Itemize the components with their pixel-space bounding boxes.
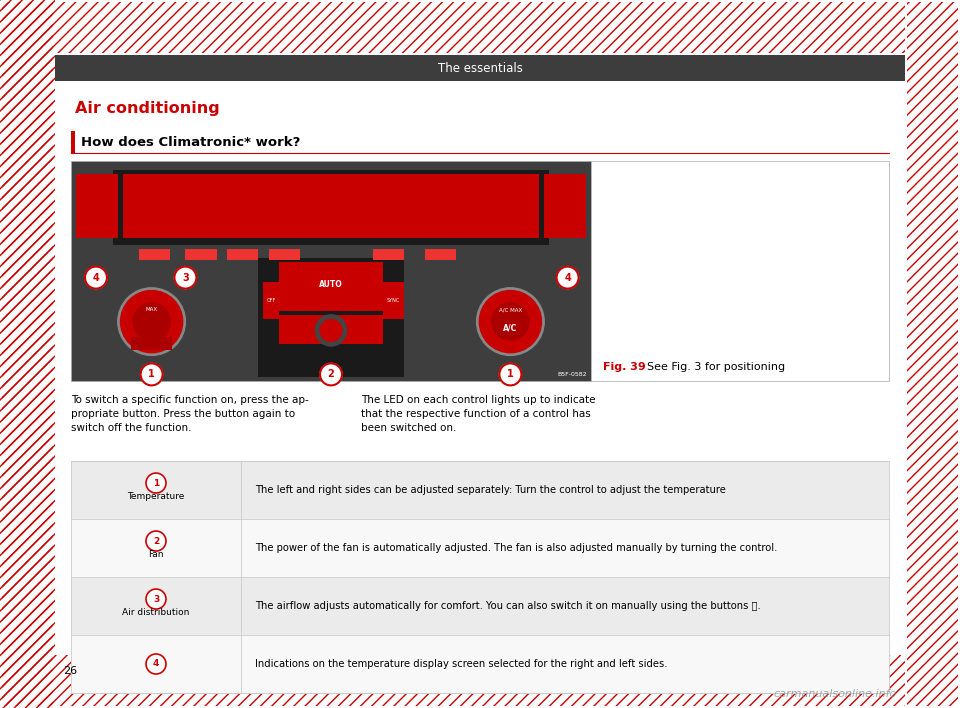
Bar [112,170,549,244]
Bar [71,519,889,577]
Text: 26: 26 [63,666,77,676]
Bar [372,249,404,260]
Text: Temperature: Temperature [128,493,184,501]
Bar [71,161,591,381]
Text: Air distribution: Air distribution [122,608,190,617]
Text: Indications on the temperature display screen selected for the right and left si: Indications on the temperature display s… [255,659,667,669]
Text: How does Climatronic* work?: How does Climatronic* work? [81,137,300,149]
Text: 4: 4 [153,659,159,668]
Bar [71,131,75,153]
Text: To switch a specific function on, press the ap-
propriate button. Press the butt: To switch a specific function on, press … [71,395,309,433]
Circle shape [320,319,342,341]
Bar [55,55,905,81]
Circle shape [121,290,182,353]
Circle shape [140,363,162,385]
Text: 1: 1 [148,370,155,379]
Text: 4: 4 [564,273,571,282]
Text: carmanualsonline.info: carmanualsonline.info [774,689,897,699]
Circle shape [175,267,197,289]
Circle shape [85,267,107,289]
Text: B5F-0582: B5F-0582 [558,372,587,377]
Bar [55,55,905,653]
Circle shape [320,363,342,385]
Circle shape [499,363,521,385]
Text: SETUP: SETUP [322,327,341,332]
Text: 2: 2 [153,537,159,546]
Bar [71,461,889,519]
Circle shape [133,303,170,340]
Bar [138,249,170,260]
Bar [185,249,217,260]
Text: SYNC: SYNC [387,298,400,303]
Text: Fig. 39: Fig. 39 [603,362,646,372]
Circle shape [146,589,166,609]
Text: 3: 3 [153,595,159,603]
Bar [544,174,586,238]
Bar [905,0,960,708]
Circle shape [146,531,166,551]
Text: 2: 2 [327,370,334,379]
Bar [424,249,456,260]
Bar [71,461,889,693]
Bar [132,337,172,350]
Circle shape [146,473,166,493]
Text: The airflow adjusts automatically for comfort. You can also switch it on manuall: The airflow adjusts automatically for co… [255,601,760,611]
Bar [55,653,905,708]
Text: 4: 4 [92,273,99,282]
Text: Air conditioning: Air conditioning [75,101,220,117]
Text: See Fig. 3 for positioning: See Fig. 3 for positioning [647,362,785,372]
Text: Fan: Fan [148,550,164,559]
Text: 1: 1 [153,479,159,488]
Circle shape [316,315,347,346]
Text: 3: 3 [182,273,189,282]
Bar [55,0,905,55]
Circle shape [118,287,185,355]
Circle shape [476,287,544,355]
Text: The essentials: The essentials [438,62,522,74]
Bar [0,0,55,708]
Text: The left and right sides can be adjusted separately: Turn the control to adjust : The left and right sides can be adjusted… [255,485,726,495]
Bar [263,282,279,319]
Bar [258,258,404,377]
Text: The power of the fan is automatically adjusted. The fan is also adjusted manuall: The power of the fan is automatically ad… [255,543,778,553]
Bar [227,249,258,260]
Bar [76,174,118,238]
Bar [383,282,404,319]
Text: OFF: OFF [267,298,276,303]
Text: MAX: MAX [146,307,157,312]
Bar [71,577,889,635]
Circle shape [557,267,579,289]
Circle shape [492,303,529,340]
Text: AUTO: AUTO [319,280,343,289]
Text: A/C MAX: A/C MAX [499,307,522,312]
Bar [123,174,539,238]
Bar [71,635,889,693]
Bar [269,249,300,260]
Bar [279,315,383,343]
Text: A/C: A/C [503,324,517,333]
Circle shape [479,290,541,353]
Text: 1: 1 [507,370,514,379]
Bar [279,262,383,311]
Bar [591,161,889,381]
Circle shape [146,654,166,674]
Text: The LED on each control lights up to indicate
that the respective function of a : The LED on each control lights up to ind… [361,395,595,433]
